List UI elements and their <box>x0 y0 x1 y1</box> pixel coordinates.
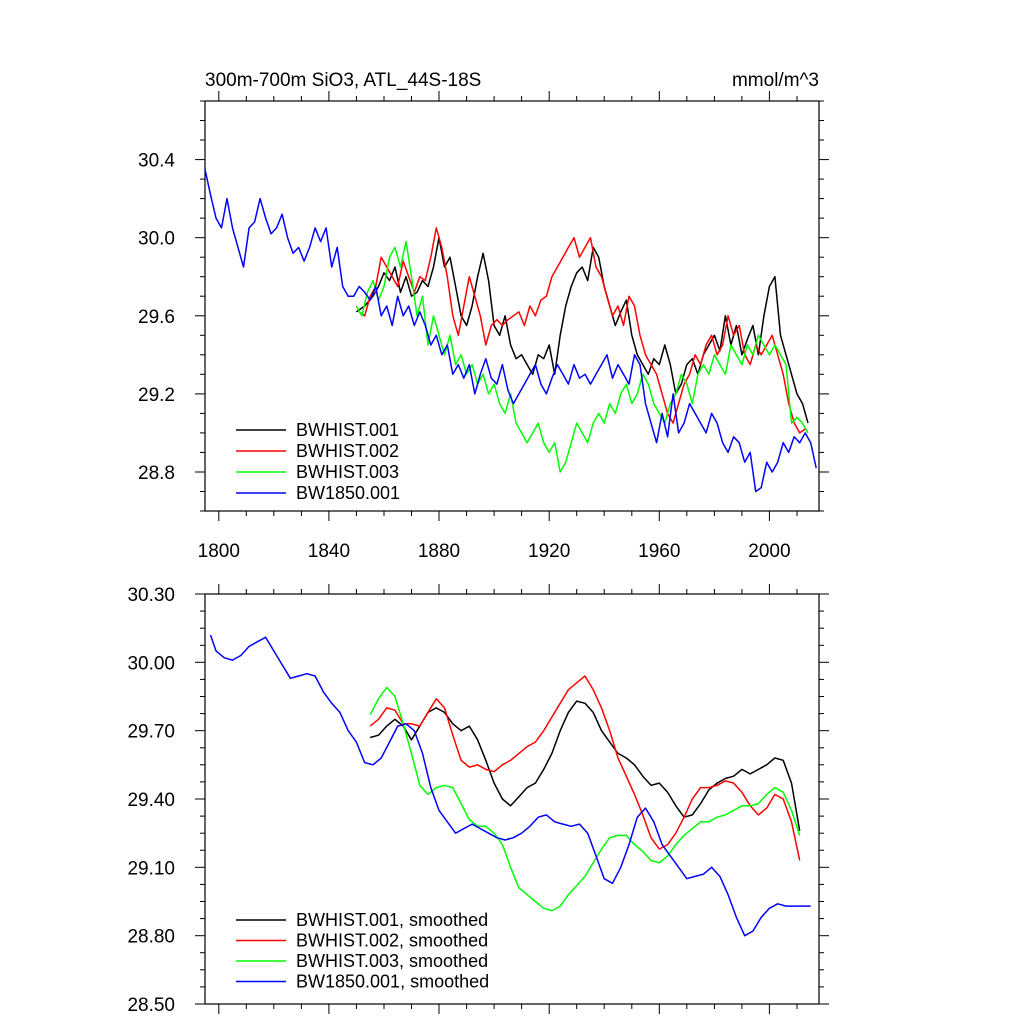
bottom-ytick-label: 30.30 <box>127 585 175 606</box>
top-xtick-label: 1800 <box>198 541 240 562</box>
bottom-axes: 28.50 28.80 29.10 29.40 29.70 30.00 30.30 <box>127 584 829 1016</box>
top-xtick-label: 2000 <box>748 541 790 562</box>
bottom-series-line-bwhist-001-smoothed <box>369 700 801 832</box>
top-ytick-label: 29.2 <box>138 385 175 406</box>
top-axes: 1800 1840 1880 1920 1960 2000 28.8 29.2 29.6 30.0… <box>138 91 829 562</box>
bottom-ytick-label: 29.10 <box>127 858 175 879</box>
top-xtick-label: 1880 <box>418 541 460 562</box>
top-ytick-label: 28.8 <box>138 463 175 484</box>
top-title-right: mmol/m^3 <box>732 70 819 91</box>
bottom-series-line-bwhist-003-smoothed <box>369 686 801 912</box>
top-xtick-label: 1960 <box>638 541 680 562</box>
top-series-line-bwhist-003 <box>355 240 809 473</box>
bottom-legend-label: BWHIST.001, smoothed <box>296 910 488 930</box>
bottom-series-line-bw1850-001-smoothed <box>209 634 811 937</box>
bottom-legend-label: BWHIST.002, smoothed <box>296 931 488 951</box>
bottom-series-line-bwhist-002-smoothed <box>369 675 801 861</box>
bottom-ytick-label: 28.50 <box>127 995 175 1016</box>
bottom-ytick-label: 29.40 <box>127 790 175 811</box>
top-series-lines <box>204 169 817 493</box>
top-plot-frame <box>204 100 820 512</box>
bottom-ytick-label: 30.00 <box>127 653 175 674</box>
top-ytick-label: 30.4 <box>138 151 175 172</box>
top-legend-label: BWHIST.002 <box>296 441 399 461</box>
top-series-line-bw1850-001 <box>204 169 817 493</box>
bottom-panel: 28.50 28.80 29.10 29.40 29.70 30.00 30.30 BWHI… <box>127 584 829 1016</box>
top-series-line-bwhist-002 <box>358 227 806 434</box>
top-legend-label: BWHIST.003 <box>296 462 399 482</box>
top-legend-label: BW1850.001 <box>296 483 400 503</box>
top-ytick-label: 30.0 <box>138 229 175 250</box>
top-ytick-label: 29.6 <box>138 307 175 328</box>
bottom-legend-label: BWHIST.003, smoothed <box>296 951 488 971</box>
top-title-left: 300m-700m SiO3, ATL_44S-18S <box>205 70 481 91</box>
bottom-legend-label: BW1850.001, smoothed <box>296 972 489 992</box>
bottom-series-lines <box>209 634 811 937</box>
top-xtick-label: 1920 <box>528 541 570 562</box>
top-xtick-label: 1840 <box>308 541 350 562</box>
bottom-ytick-label: 28.80 <box>127 927 175 948</box>
bottom-ytick-label: 29.70 <box>127 722 175 743</box>
top-panel: 300m-700m SiO3, ATL_44S-18S mmol/m^3 180… <box>138 70 829 562</box>
top-legend-label: BWHIST.001 <box>296 420 399 440</box>
